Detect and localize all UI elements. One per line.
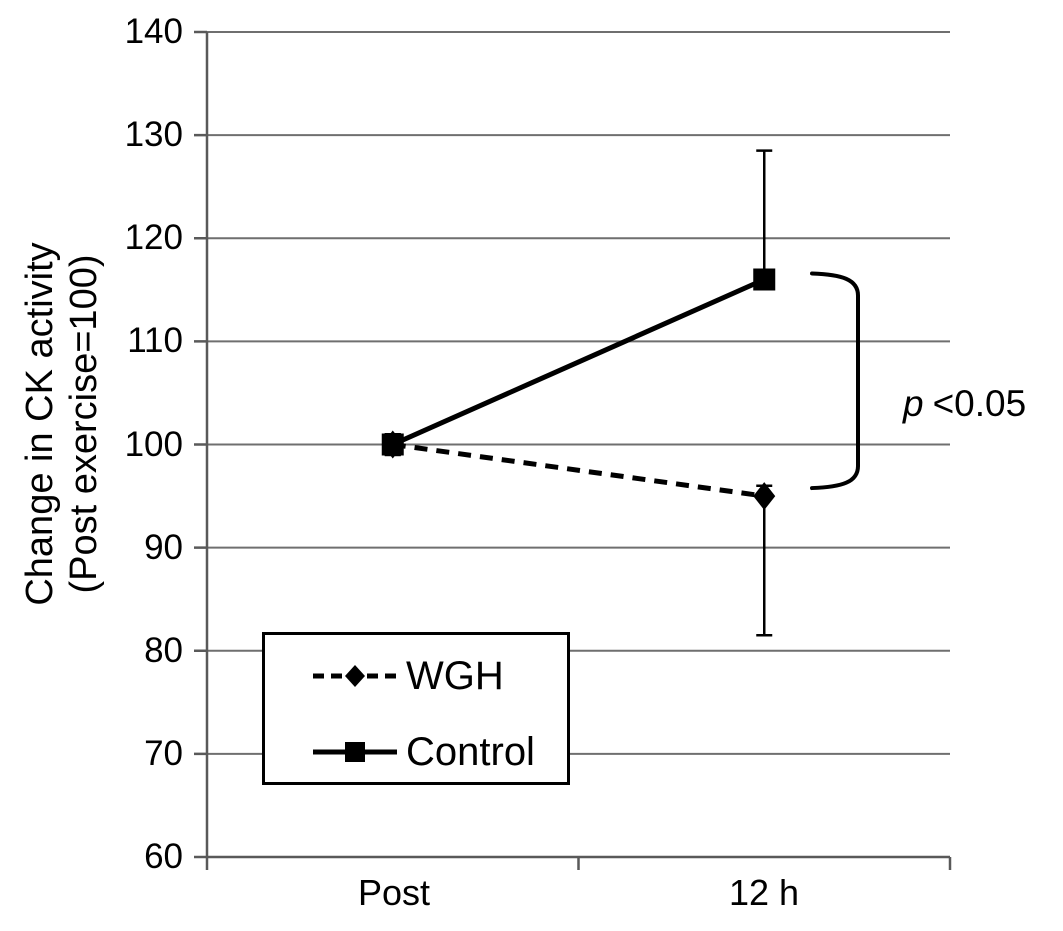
y-tick-label: 110: [127, 321, 183, 361]
marker-square-control: [753, 268, 776, 291]
x-tick-label-12h: 12 h: [728, 872, 800, 913]
y-tick-label: 70: [144, 733, 183, 773]
legend-sample-control: [311, 737, 399, 767]
legend-item-wgh: WGH: [311, 650, 504, 702]
y-tick-label: 130: [124, 115, 183, 155]
y-tick-label: 90: [144, 527, 183, 567]
legend-sample-wgh: [311, 661, 399, 691]
y-tick-label: 120: [124, 218, 183, 258]
significance-annotation: p <0.05: [903, 383, 1026, 425]
legend-marker-diamond: [345, 665, 365, 687]
significance-bracket: [810, 271, 860, 491]
p-value-text: <0.05: [932, 383, 1027, 424]
y-tick-label: 80: [144, 630, 183, 670]
marker-diamond-wgh: [753, 482, 776, 511]
p-symbol: p: [903, 383, 924, 424]
legend-label-wgh: WGH: [406, 654, 504, 698]
series-line-control: [391, 277, 766, 447]
legend-sample-glyph: [313, 742, 397, 762]
marker-square-control: [381, 433, 404, 456]
legend-marker-square: [345, 742, 365, 762]
y-tick-label: 100: [124, 424, 183, 464]
y-tick-label: 140: [124, 12, 183, 51]
chart-legend: WGH Control: [262, 632, 570, 785]
x-tick-label-post: Post: [357, 872, 431, 913]
legend-sample-glyph: [313, 665, 397, 687]
series-line-wgh: [392, 442, 765, 499]
legend-label-control: Control: [406, 730, 535, 774]
legend-item-control: Control: [311, 726, 535, 778]
y-tick-label: 60: [144, 837, 183, 876]
